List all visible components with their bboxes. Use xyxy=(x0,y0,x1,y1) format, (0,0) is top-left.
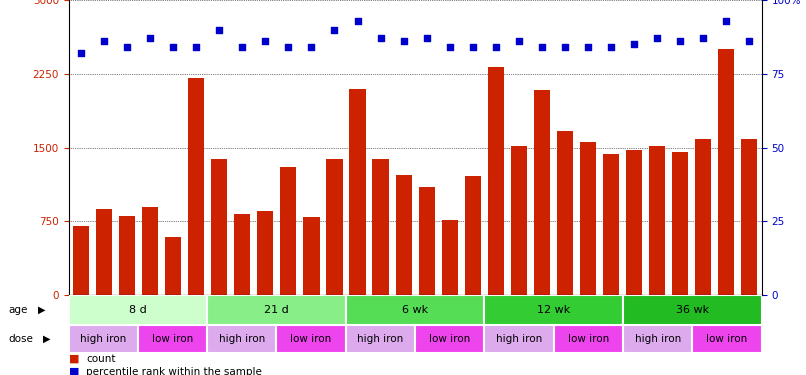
Bar xyxy=(346,295,484,325)
Point xyxy=(604,44,617,50)
Point xyxy=(535,44,548,50)
Bar xyxy=(557,131,573,295)
Bar xyxy=(625,150,642,295)
Bar xyxy=(207,325,276,353)
Point xyxy=(167,44,180,50)
Text: low iron: low iron xyxy=(567,334,609,344)
Point xyxy=(559,44,571,50)
Text: high iron: high iron xyxy=(218,334,265,344)
Text: percentile rank within the sample: percentile rank within the sample xyxy=(86,367,262,375)
Point xyxy=(190,44,203,50)
Bar xyxy=(119,216,135,295)
Bar xyxy=(326,159,343,295)
Bar xyxy=(138,325,207,353)
Bar xyxy=(649,146,665,295)
Bar xyxy=(303,217,319,295)
Text: count: count xyxy=(86,354,116,363)
Text: 8 d: 8 d xyxy=(129,305,147,315)
Text: 36 wk: 36 wk xyxy=(675,305,709,315)
Bar xyxy=(142,207,158,295)
Bar xyxy=(511,146,527,295)
Point xyxy=(650,35,663,41)
Bar xyxy=(189,78,205,295)
Point xyxy=(75,50,88,56)
Text: low iron: low iron xyxy=(429,334,471,344)
Bar xyxy=(346,325,415,353)
Text: age: age xyxy=(8,305,27,315)
Point xyxy=(259,38,272,44)
Point xyxy=(121,44,134,50)
Point xyxy=(98,38,110,44)
Bar xyxy=(280,167,297,295)
Bar xyxy=(580,142,596,295)
Bar xyxy=(96,210,112,295)
Text: 12 wk: 12 wk xyxy=(537,305,571,315)
Text: high iron: high iron xyxy=(80,334,127,344)
Bar xyxy=(488,67,504,295)
Bar xyxy=(276,325,346,353)
Text: high iron: high iron xyxy=(634,334,681,344)
Text: 21 d: 21 d xyxy=(264,305,289,315)
Point xyxy=(466,44,479,50)
Text: ■: ■ xyxy=(69,367,79,375)
Text: dose: dose xyxy=(8,334,33,344)
Bar xyxy=(165,237,181,295)
Point xyxy=(374,35,387,41)
Bar xyxy=(442,220,458,295)
Bar xyxy=(69,295,207,325)
Text: ▶: ▶ xyxy=(43,334,50,344)
Bar xyxy=(695,139,711,295)
Text: high iron: high iron xyxy=(357,334,404,344)
Bar xyxy=(554,325,623,353)
Bar xyxy=(73,226,89,295)
Point xyxy=(351,18,364,24)
Bar xyxy=(418,187,434,295)
Bar xyxy=(603,154,619,295)
Point xyxy=(696,35,709,41)
Bar xyxy=(464,176,480,295)
Text: ■: ■ xyxy=(69,354,79,363)
Point xyxy=(627,41,640,47)
Text: low iron: low iron xyxy=(706,334,748,344)
Point xyxy=(305,44,318,50)
Point xyxy=(674,38,687,44)
Bar xyxy=(623,325,692,353)
Point xyxy=(513,38,526,44)
Bar xyxy=(396,175,412,295)
Point xyxy=(443,44,456,50)
Point xyxy=(236,44,249,50)
Bar xyxy=(692,325,762,353)
Bar xyxy=(372,159,388,295)
Bar xyxy=(235,214,251,295)
Point xyxy=(489,44,502,50)
Point xyxy=(420,35,433,41)
Point xyxy=(720,18,733,24)
Bar xyxy=(718,49,734,295)
Point xyxy=(742,38,755,44)
Text: high iron: high iron xyxy=(496,334,542,344)
Bar xyxy=(211,159,227,295)
Text: low iron: low iron xyxy=(152,334,193,344)
Bar xyxy=(69,325,138,353)
Text: low iron: low iron xyxy=(290,334,332,344)
Text: ▶: ▶ xyxy=(38,305,45,315)
Bar xyxy=(741,139,757,295)
Point xyxy=(581,44,594,50)
Bar xyxy=(207,295,346,325)
Point xyxy=(397,38,410,44)
Point xyxy=(282,44,295,50)
Bar xyxy=(257,211,273,295)
Point xyxy=(328,27,341,33)
Bar xyxy=(484,295,623,325)
Bar xyxy=(415,325,484,353)
Bar xyxy=(484,325,554,353)
Bar xyxy=(672,152,688,295)
Bar xyxy=(534,90,550,295)
Point xyxy=(213,27,226,33)
Text: 6 wk: 6 wk xyxy=(402,305,428,315)
Bar xyxy=(350,88,366,295)
Bar xyxy=(623,295,762,325)
Point xyxy=(143,35,156,41)
